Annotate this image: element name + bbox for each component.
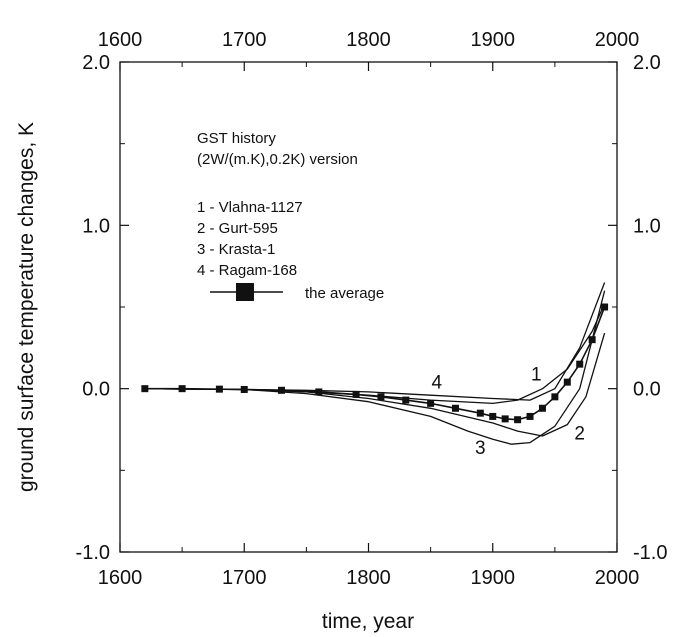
x-tick-label-bottom-2: 1800: [346, 567, 391, 589]
average-marker-12: [489, 412, 497, 420]
average-marker-8: [402, 396, 410, 404]
series-layer: [141, 282, 609, 445]
average-marker-3: [240, 385, 248, 393]
legend-average-label: the average: [305, 285, 384, 302]
legend-title-line-0: GST history: [197, 130, 276, 147]
x-tick-label-top-2: 1800: [346, 29, 391, 51]
y-tick-label-left-2: 0.0: [82, 379, 110, 401]
curve-label-4: 4: [432, 373, 443, 394]
average-marker-16: [538, 404, 546, 412]
y-axis-title: ground surface temperature changes, K: [15, 122, 38, 492]
legend-entry-2: 2 - Gurt-595: [197, 220, 278, 237]
x-tick-label-top-0: 1600: [98, 29, 143, 51]
y-tick-label-right-2: 0.0: [633, 379, 661, 401]
average-marker-10: [451, 404, 459, 412]
y-tick-label-right-1: 1.0: [633, 215, 661, 237]
x-axis-title: time, year: [322, 610, 414, 633]
average-marker-20: [588, 336, 596, 344]
x-tick-label-bottom-4: 2000: [595, 567, 640, 589]
axis-tick-labels: 1600 1600 1700 1700 1800 1800 1900 1900 2000 2000…: [76, 29, 668, 589]
average-marker-9: [427, 399, 435, 407]
average-marker-4: [278, 386, 286, 394]
curve-label-2: 2: [574, 423, 585, 444]
average-marker-17: [551, 393, 559, 401]
average-marker-0: [141, 385, 149, 393]
legend-title-line-1: (2W/(m.K),0.2K) version: [197, 151, 358, 168]
average-marker-15: [526, 412, 534, 420]
average-marker-5: [315, 388, 323, 396]
average-marker-14: [514, 416, 522, 424]
average-marker-2: [215, 385, 223, 393]
curve-label-3: 3: [475, 438, 486, 459]
y-tick-label-right-3: -1.0: [633, 542, 667, 564]
legend: GST history (2W/(m.K),0.2K) version 1 - Vl…: [197, 130, 384, 302]
legend-entry-4: 4 - Ragam-168: [197, 262, 297, 279]
average-marker-19: [576, 360, 584, 368]
average-marker-6: [352, 390, 360, 398]
y-tick-label-left-3: -1.0: [76, 542, 110, 564]
axis-ticks: [119, 61, 618, 553]
curve-label-1: 1: [531, 365, 542, 386]
x-tick-label-top-3: 1900: [471, 29, 516, 51]
x-tick-label-bottom-3: 1900: [471, 567, 516, 589]
plot-frame: [119, 61, 618, 553]
x-tick-label-top-1: 1700: [222, 29, 267, 51]
legend-average-marker: [236, 283, 254, 301]
average-marker-1: [178, 385, 186, 393]
average-marker-11: [476, 409, 484, 417]
curve-labels: 1 2 3 4: [432, 365, 585, 460]
x-tick-label-top-4: 2000: [595, 29, 640, 51]
series-line-4: [144, 306, 606, 421]
series-line-2: [144, 290, 606, 445]
y-tick-label-left-1: 1.0: [82, 215, 110, 237]
x-tick-label-bottom-0: 1600: [98, 567, 143, 589]
average-marker-13: [501, 415, 509, 423]
average-marker-18: [563, 378, 571, 386]
legend-entry-1: 1 - Vlahna-1127: [197, 199, 303, 216]
y-tick-label-left-0: 2.0: [82, 52, 110, 74]
legend-entry-3: 3 - Krasta-1: [197, 241, 275, 258]
y-tick-label-right-0: 2.0: [633, 52, 661, 74]
average-marker-21: [601, 303, 609, 311]
average-marker-7: [377, 393, 385, 401]
x-tick-label-bottom-1: 1700: [222, 567, 267, 589]
